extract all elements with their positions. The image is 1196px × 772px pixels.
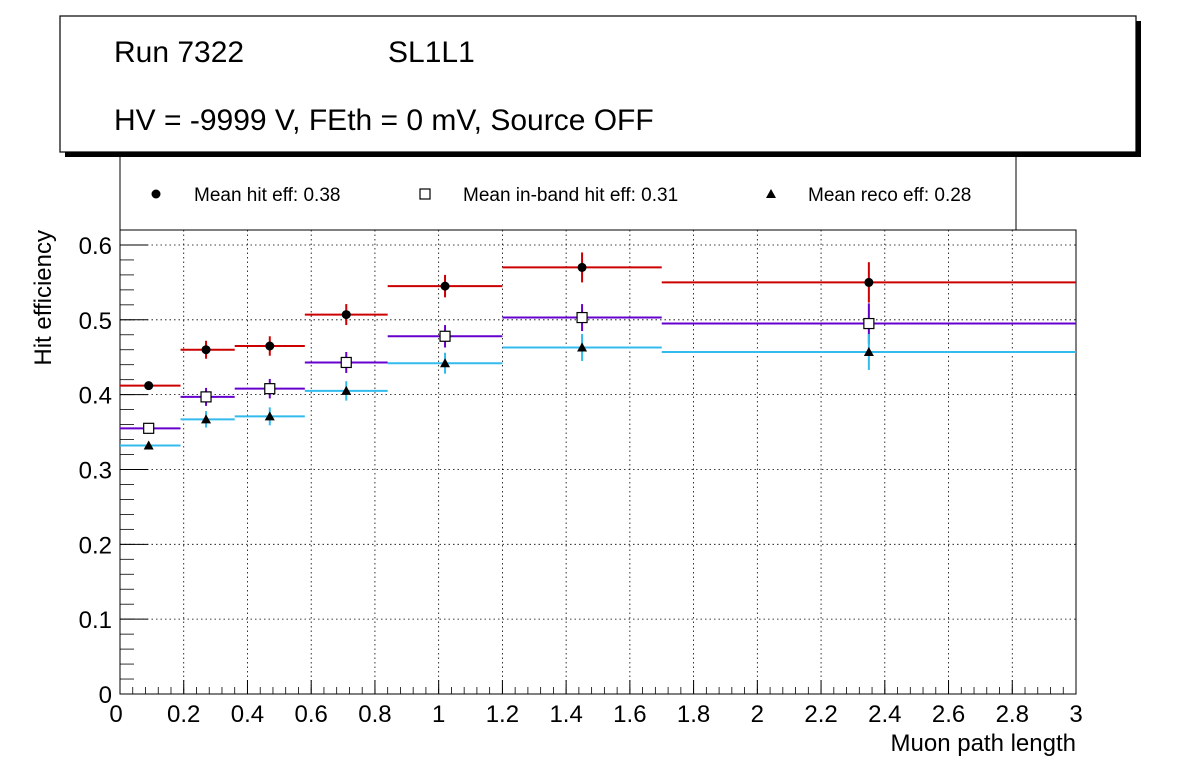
series-2 xyxy=(120,334,1076,450)
data-point xyxy=(200,391,212,403)
data-point xyxy=(577,342,588,352)
y-tick-label: 0.4 xyxy=(79,383,112,410)
legend-label-reco: Mean reco eff: 0.28 xyxy=(808,185,971,206)
data-point xyxy=(264,383,276,395)
data-series xyxy=(120,252,1076,450)
plot-frame xyxy=(119,229,1077,695)
legend-label-inband: Mean in-band hit eff: 0.31 xyxy=(463,185,678,206)
series-0 xyxy=(120,252,1076,391)
data-point xyxy=(863,346,874,356)
x-tick-label: 2.6 xyxy=(932,701,965,728)
x-tick-label: 2.2 xyxy=(804,701,837,728)
y-tick-labels: 0 0.1 0.2 0.3 0.4 0.5 0.6 xyxy=(79,233,112,709)
x-tick-labels: 0 0.2 0.4 0.6 0.8 1 1.2 1.4 1.6 1.8 2 2.2 2.4 2.6 2.8 3 xyxy=(109,701,1082,728)
data-point xyxy=(341,385,352,395)
legend-label-hit: Mean hit eff: 0.38 xyxy=(194,185,340,206)
conditions-label: HV = -9999 V, FEth = 0 mV, Source OFF xyxy=(114,104,654,137)
legend-marker-reco xyxy=(766,189,776,198)
x-tick-label: 2 xyxy=(751,701,764,728)
x-tick-label: 2.8 xyxy=(996,701,1029,728)
data-point xyxy=(264,411,275,421)
y-tick-label: 0.1 xyxy=(79,607,112,634)
title-box xyxy=(59,15,1137,153)
data-point xyxy=(576,311,588,324)
x-axis-label: Muon path length xyxy=(891,730,1076,757)
x-tick-label: 1.6 xyxy=(613,701,646,728)
x-tick-label: 1 xyxy=(432,701,445,728)
x-tick-label: 0.8 xyxy=(358,701,391,728)
data-point xyxy=(144,381,154,391)
legend: Mean hit eff: 0.38 Mean in-band hit eff:… xyxy=(151,185,971,206)
x-tick-label: 0.6 xyxy=(295,701,328,728)
x-tick-label: 3 xyxy=(1069,701,1082,728)
y-tick-label: 0.2 xyxy=(79,532,112,559)
x-tick-label: 0.4 xyxy=(231,701,264,728)
x-tick-label: 0.2 xyxy=(167,701,200,728)
series-1 xyxy=(120,303,1076,434)
x-tick-label: 1.4 xyxy=(549,701,582,728)
y-tick-label: 0 xyxy=(99,682,112,709)
x-tick-label: 1.2 xyxy=(486,701,519,728)
legend-box xyxy=(119,157,1017,230)
layer-label: SL1L1 xyxy=(388,36,475,69)
data-point xyxy=(440,281,450,291)
data-point xyxy=(440,358,451,368)
data-point xyxy=(864,277,874,287)
data-point xyxy=(577,262,587,272)
y-axis-label: Hit efficiency xyxy=(30,230,57,366)
y-tick-label: 0.5 xyxy=(79,308,112,335)
y-tick-label: 0.6 xyxy=(79,233,112,260)
data-point xyxy=(201,345,211,355)
x-tick-label: 2.4 xyxy=(868,701,901,728)
axis-ticks xyxy=(119,244,1077,695)
y-tick-label: 0.3 xyxy=(79,457,112,484)
x-tick-label: 1.8 xyxy=(677,701,710,728)
data-point xyxy=(265,341,275,351)
run-label: Run 7322 xyxy=(114,36,244,69)
legend-marker-hit xyxy=(151,189,161,199)
data-point xyxy=(439,330,451,342)
data-point xyxy=(341,310,351,320)
x-tick-label: 0 xyxy=(109,701,122,728)
data-point xyxy=(143,440,154,450)
data-point xyxy=(201,414,212,424)
grid xyxy=(120,230,1076,694)
legend-marker-inband xyxy=(419,188,431,200)
data-point xyxy=(143,422,155,434)
data-point xyxy=(340,356,352,369)
data-point xyxy=(863,317,875,330)
